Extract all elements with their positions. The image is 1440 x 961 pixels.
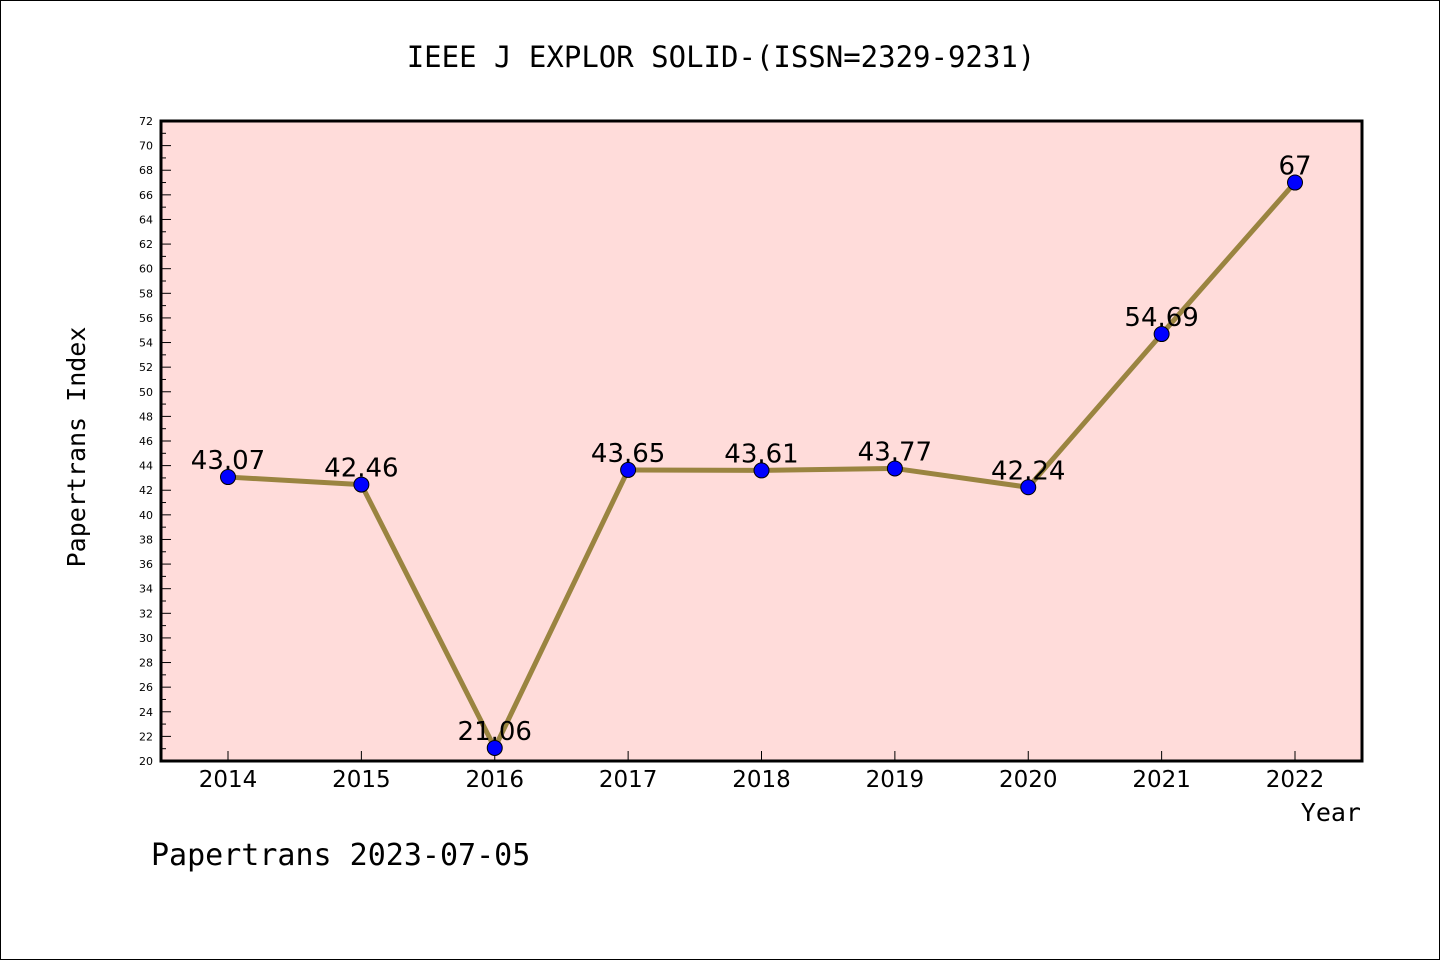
x-tick-label: 2014 — [199, 767, 258, 793]
data-label: 42.24 — [991, 456, 1065, 486]
y-tick-label: 70 — [139, 140, 153, 153]
y-tick-label: 30 — [139, 632, 153, 645]
data-label: 43.77 — [858, 437, 932, 467]
y-tick-label: 72 — [139, 115, 153, 128]
y-axis-label: Papertrans Index — [62, 327, 91, 568]
x-tick-label: 2018 — [732, 767, 791, 793]
x-tick-label: 2020 — [999, 767, 1058, 793]
data-point — [753, 462, 770, 479]
y-tick-label: 56 — [139, 312, 153, 325]
x-tick-label: 2019 — [866, 767, 925, 793]
y-tick-label: 32 — [139, 607, 153, 620]
x-tick-label: 2016 — [465, 767, 524, 793]
y-tick-label: 64 — [139, 213, 153, 226]
x-axis-label: Year — [1301, 798, 1361, 827]
y-tick-label: 22 — [139, 730, 153, 743]
y-tick-label: 28 — [139, 657, 153, 670]
chart-title: IEEE J EXPLOR SOLID-(ISSN=2329-9231) — [407, 40, 1036, 74]
x-tick-label: 2022 — [1266, 767, 1325, 793]
data-label: 54.69 — [1124, 303, 1198, 333]
y-tick-label: 68 — [139, 164, 153, 177]
y-tick-label: 20 — [139, 755, 153, 768]
y-tick-label: 52 — [139, 361, 153, 374]
y-tick-label: 48 — [139, 410, 153, 423]
footer-text: Papertrans 2023-07-05 — [151, 838, 530, 873]
data-point — [220, 469, 236, 486]
data-point — [353, 476, 370, 493]
y-tick-label: 46 — [139, 435, 153, 448]
y-tick-label: 50 — [139, 386, 153, 399]
plot-area — [159, 119, 1364, 763]
data-point — [1020, 479, 1037, 496]
y-tick-label: 66 — [139, 189, 153, 202]
y-tick-label: 26 — [139, 681, 153, 694]
data-label: 43.65 — [591, 439, 665, 469]
y-tick-label: 42 — [139, 484, 153, 497]
data-point — [1153, 326, 1170, 343]
y-tick-label: 44 — [139, 460, 153, 473]
data-point — [620, 461, 637, 478]
data-label: 42.46 — [324, 454, 398, 484]
data-point — [1287, 174, 1303, 191]
data-label: 67 — [1278, 152, 1311, 182]
y-tick-label: 24 — [139, 706, 153, 719]
data-labels: 43.07 42.46 21.06 43.65 43.61 43.77 42.24 54.69… — [191, 152, 1312, 747]
y-tick-label: 60 — [139, 263, 153, 276]
data-label: 43.07 — [191, 446, 265, 476]
y-tick-label: 36 — [139, 558, 153, 571]
x-tick-label: 2017 — [599, 767, 658, 793]
y-tick-label: 38 — [139, 533, 153, 546]
y-tick-label: 62 — [139, 238, 153, 251]
data-point — [886, 460, 903, 477]
data-point — [486, 739, 503, 756]
x-tick-label: 2021 — [1132, 767, 1191, 793]
y-tick-label: 54 — [139, 337, 153, 350]
x-axis-ticks: 2014 2015 2016 2017 2018 2019 2020 2021 2022 — [199, 751, 1325, 793]
data-label: 43.61 — [724, 439, 798, 469]
y-tick-label: 58 — [139, 287, 153, 300]
y-tick-label: 40 — [139, 509, 153, 522]
y-axis-ticks: 20 22 24 26 28 30 32 34 36 38 40 42 44 46 48 50 52 54 56 58… — [139, 115, 171, 768]
y-tick-label: 34 — [139, 583, 153, 596]
data-label: 21.06 — [458, 717, 532, 747]
x-tick-label: 2015 — [332, 767, 391, 793]
data-points — [220, 174, 1303, 756]
